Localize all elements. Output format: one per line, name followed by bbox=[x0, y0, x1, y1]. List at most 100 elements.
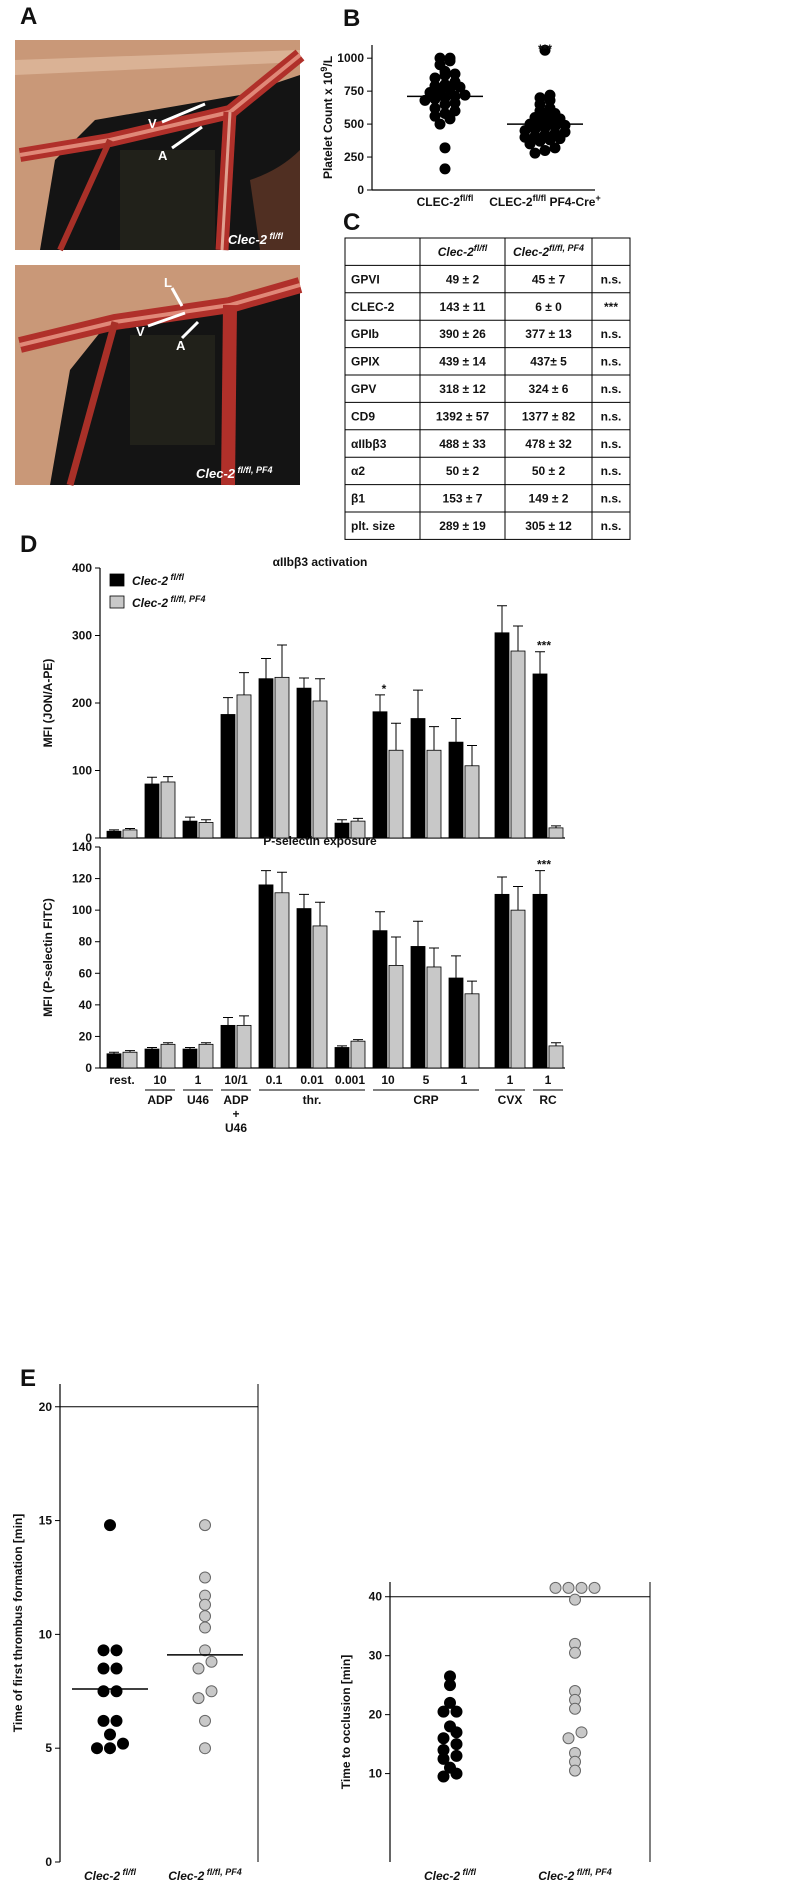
y-tick-label: 0 bbox=[85, 831, 92, 845]
label-sup: fl/fl bbox=[120, 1867, 136, 1877]
dot bbox=[444, 55, 456, 67]
group-label: ADP bbox=[147, 1093, 172, 1107]
y-tick-label: 5 bbox=[45, 1741, 52, 1755]
error-bar bbox=[513, 625, 523, 652]
error-bar bbox=[315, 901, 325, 926]
error-bar bbox=[299, 893, 309, 909]
bar bbox=[106, 1053, 122, 1069]
table-header: Clec-2fl/fl, PF4 bbox=[513, 243, 584, 259]
table-cell: CD9 bbox=[351, 409, 375, 423]
label-part: Time of first thrombus formation [min] bbox=[11, 1514, 25, 1732]
group-label: CVX bbox=[498, 1093, 523, 1107]
error-bar bbox=[147, 776, 157, 784]
dot bbox=[575, 1726, 588, 1739]
panel-label: A bbox=[20, 3, 37, 30]
bar bbox=[258, 678, 274, 839]
label-part: Clec-2 bbox=[132, 574, 168, 588]
label-part: Clec-2 bbox=[438, 245, 474, 259]
y-tick-label: 40 bbox=[79, 998, 93, 1012]
dot bbox=[199, 1598, 211, 1611]
y-tick-label: 500 bbox=[344, 117, 364, 131]
label-sup: fl/fl, PF4 bbox=[574, 1867, 612, 1877]
table-cell: *** bbox=[604, 300, 618, 314]
bar bbox=[106, 830, 122, 839]
table-cell: n.s. bbox=[601, 519, 622, 533]
dot bbox=[549, 142, 561, 154]
bar bbox=[160, 781, 176, 839]
table-cell: 143 ± 11 bbox=[440, 300, 486, 314]
dot bbox=[444, 113, 456, 125]
group-label: CRP bbox=[413, 1093, 438, 1107]
dot bbox=[97, 1662, 110, 1675]
dot bbox=[192, 1662, 205, 1675]
bar bbox=[220, 714, 236, 839]
bar bbox=[296, 687, 312, 839]
y-tick-label: 250 bbox=[344, 150, 364, 164]
bar bbox=[312, 925, 328, 1069]
table-cell: 305 ± 12 bbox=[525, 519, 572, 533]
dot bbox=[539, 44, 551, 56]
dot bbox=[569, 1764, 581, 1777]
x-tick-label: 1 bbox=[507, 1073, 514, 1087]
error-bar bbox=[497, 876, 507, 895]
label-sup: fl/fl bbox=[460, 193, 474, 203]
dot bbox=[199, 1571, 211, 1584]
y-tick-label: 10 bbox=[369, 1767, 383, 1781]
dot bbox=[97, 1685, 110, 1698]
dot bbox=[110, 1685, 123, 1698]
error-bar bbox=[277, 644, 287, 678]
bar bbox=[122, 829, 138, 839]
legend-label: Clec-2 fl/fl bbox=[132, 572, 185, 588]
error-bar bbox=[535, 651, 545, 674]
label-sup: fl/fl bbox=[533, 193, 547, 203]
y-tick-label: 100 bbox=[72, 903, 92, 917]
error-bar bbox=[551, 825, 561, 828]
y-axis-label: Time of first thrombus formation [min] bbox=[11, 1514, 25, 1732]
group-label: ADP bbox=[223, 1093, 248, 1107]
dot bbox=[549, 1581, 562, 1594]
dot bbox=[524, 138, 536, 150]
table-cell: n.s. bbox=[601, 355, 622, 369]
error-bar bbox=[223, 1016, 233, 1026]
bar bbox=[464, 765, 480, 839]
photo-caption: Clec-2 fl/fl bbox=[228, 231, 284, 247]
error-bar bbox=[185, 1046, 195, 1050]
y-tick-label: 10 bbox=[39, 1627, 53, 1641]
dot bbox=[205, 1655, 218, 1668]
x-tick-label: CLEC-2fl/fl PF4-Cre+ bbox=[489, 193, 600, 209]
label-part: Clec-2 bbox=[84, 1869, 120, 1883]
label-sup: fl/fl bbox=[168, 572, 184, 582]
dot bbox=[419, 94, 431, 106]
error-bar bbox=[261, 657, 271, 679]
dot bbox=[110, 1662, 123, 1675]
error-bar bbox=[353, 1039, 363, 1042]
dot bbox=[437, 1752, 450, 1765]
bar bbox=[464, 993, 480, 1069]
y-axis-label: Platelet Count x 109/L bbox=[319, 56, 335, 179]
dot bbox=[192, 1692, 205, 1705]
table-cell: 478 ± 32 bbox=[525, 437, 572, 451]
table-cell: n.s. bbox=[601, 492, 622, 506]
x-tick-label: 0.1 bbox=[266, 1073, 283, 1087]
bar bbox=[122, 1051, 138, 1069]
dot bbox=[199, 1644, 211, 1657]
x-tick-label: 5 bbox=[423, 1073, 430, 1087]
label-sup: fl/fl, PF4 bbox=[168, 594, 206, 604]
error-bar bbox=[223, 697, 233, 715]
label-sup: fl/fl bbox=[460, 1867, 476, 1877]
dot bbox=[450, 1705, 463, 1718]
dot bbox=[450, 1749, 463, 1762]
y-axis-label: MFI (P-selectin FITC) bbox=[41, 898, 55, 1017]
dot bbox=[444, 1679, 456, 1692]
x-tick-label: rest. bbox=[109, 1073, 134, 1087]
photo-label: V bbox=[148, 116, 157, 131]
error-bar bbox=[147, 1046, 157, 1050]
dot bbox=[429, 93, 441, 105]
bar bbox=[532, 893, 548, 1069]
error-bar bbox=[109, 829, 119, 832]
dot bbox=[439, 98, 451, 110]
y-tick-label: 300 bbox=[72, 629, 92, 643]
bar bbox=[144, 783, 160, 839]
bar bbox=[198, 1043, 214, 1069]
error-bar bbox=[109, 1051, 119, 1054]
